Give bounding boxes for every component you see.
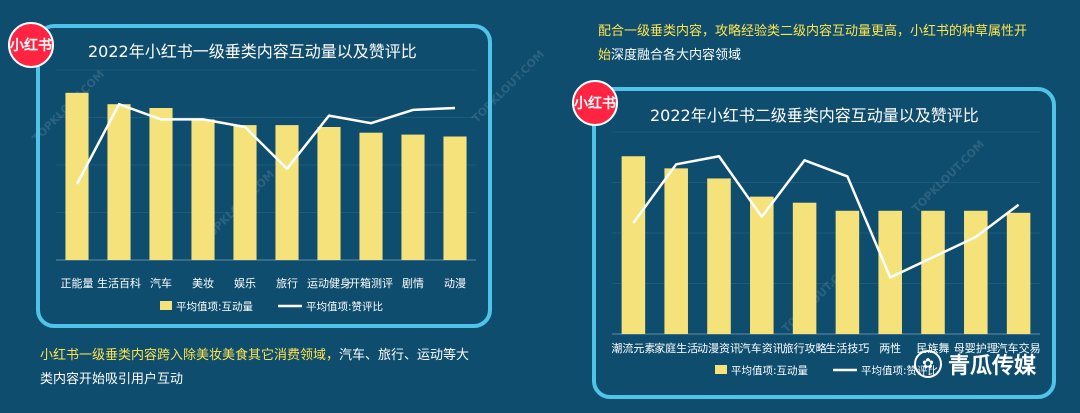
chart-panel-right — [592, 87, 1056, 399]
x-tick-label: 生活百科 — [97, 276, 141, 290]
series-line — [75, 102, 456, 185]
melon-icon: ✿ — [914, 350, 942, 378]
xiaohongshu-logo: 小红书 — [8, 22, 54, 68]
bar — [107, 104, 131, 260]
bar — [664, 168, 688, 334]
bar — [921, 210, 945, 334]
x-tick-label: 娱乐 — [234, 276, 256, 290]
x-tick-label: 汽车资讯 — [740, 341, 784, 355]
bar — [65, 92, 89, 260]
x-tick-label: 美妆 — [192, 277, 214, 290]
legend-label: 平均值项:互动量 — [176, 300, 254, 313]
bar — [964, 210, 988, 334]
note-left: 小红书一级垂类内容跨入除美妆美食其它消费领域，汽车、旅行、运动等大类内容开始吸引… — [40, 344, 480, 392]
xiaohongshu-logo: 小红书 — [572, 80, 618, 126]
brand-name: 青瓜传媒 — [948, 354, 1037, 379]
series-line — [632, 154, 1020, 279]
bar — [621, 156, 646, 334]
brand: ✿ 青瓜传媒 — [914, 348, 1036, 380]
x-tick-label: 旅行攻略 — [783, 341, 827, 355]
bar — [359, 132, 383, 260]
x-tick-label: 运动健身 — [307, 276, 351, 290]
chart-title-left: 2022年小红书一级垂类内容互动量以及赞评比 — [88, 42, 417, 61]
bar — [1006, 212, 1031, 334]
chart-panel-left — [36, 24, 492, 328]
chart-title-right: 2022年小红书二级垂类内容互动量以及赞评比 — [650, 106, 979, 125]
bar — [835, 210, 860, 334]
x-tick-label: 汽车 — [150, 276, 172, 290]
x-tick-label: 正能量 — [61, 276, 94, 290]
x-tick-label: 旅行 — [276, 276, 298, 290]
x-tick-label: 汽车交易 — [997, 341, 1041, 355]
legend-swatch-bar — [160, 301, 172, 310]
note-right-highlight: 配合一级垂类内容，攻略经验类二级内容互动量更高，小红书的种草属性开始 — [598, 24, 1028, 63]
bar — [149, 108, 173, 260]
note-left-text: 汽车、旅行、运动等大类内容开始吸引用户互动 — [40, 348, 470, 387]
bar — [191, 119, 215, 261]
bar — [317, 127, 341, 260]
bar — [750, 196, 774, 334]
legend-label: 平均值项:互动量 — [731, 364, 809, 377]
note-right-text: 深度融合各大内容领域 — [611, 48, 742, 63]
x-tick-label: 动漫资讯 — [697, 341, 741, 355]
bar — [792, 202, 817, 334]
x-tick-label: 动漫 — [444, 276, 466, 290]
x-tick-label: 生活技巧 — [825, 341, 869, 355]
x-tick-label: 家庭生活 — [654, 341, 698, 355]
x-tick-label: 开箱测评 — [349, 276, 393, 290]
x-tick-label: 剧情 — [402, 277, 424, 290]
bar — [443, 136, 467, 260]
legend-swatch-bar — [715, 365, 727, 374]
bar — [707, 178, 731, 334]
legend-label: 平均值项:赞评比 — [306, 300, 383, 313]
note-right: 配合一级垂类内容，攻略经验类二级内容互动量更高，小红书的种草属性开始深度融合各大… — [598, 20, 1038, 68]
bar — [878, 210, 902, 334]
x-tick-label: 两性 — [879, 341, 901, 355]
note-left-highlight: 小红书一级垂类内容跨入除美妆美食其它消费领域， — [40, 348, 340, 363]
bar — [401, 134, 425, 260]
bar — [275, 125, 299, 260]
bar — [233, 125, 257, 260]
x-tick-label: 潮流元素 — [611, 341, 655, 355]
x-tick-label: 母婴护理 — [954, 341, 998, 355]
